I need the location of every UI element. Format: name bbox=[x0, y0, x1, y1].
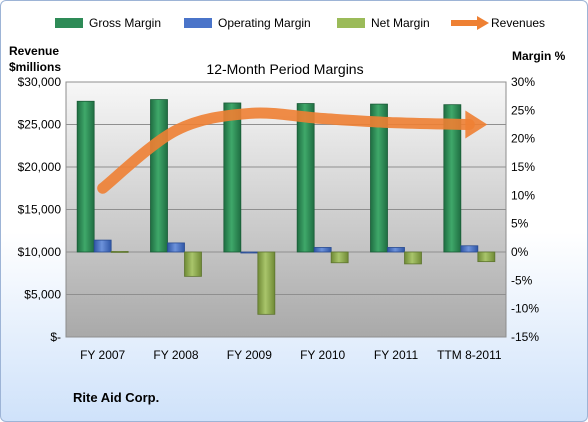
right-tick-label: 10% bbox=[511, 188, 535, 202]
legend-swatch-net-margin bbox=[337, 18, 365, 28]
bar-net-margin bbox=[404, 251, 422, 265]
category-label: FY 2010 bbox=[300, 348, 345, 362]
revenue-arrowhead bbox=[465, 110, 488, 139]
right-tick-label: 5% bbox=[511, 217, 529, 231]
legend-label-revenues: Revenues bbox=[491, 16, 545, 30]
bar-operating-margin bbox=[93, 239, 112, 253]
legend-item-gross-margin: Gross Margin bbox=[55, 16, 161, 30]
bar-gross-margin bbox=[443, 104, 462, 253]
bar-gross-margin bbox=[150, 99, 168, 253]
legend-swatch-operating-margin bbox=[184, 18, 212, 28]
revenue-line bbox=[97, 107, 488, 194]
left-axis-label-line1: Revenue bbox=[9, 44, 59, 58]
legend-label-net-margin: Net Margin bbox=[371, 16, 430, 30]
bar-net-margin bbox=[330, 251, 349, 264]
bar-net-margin bbox=[257, 251, 276, 315]
right-tick-label: 30% bbox=[511, 75, 535, 89]
left-tick-label: $25,000 bbox=[18, 118, 62, 132]
chart-title: 12-Month Period Margins bbox=[206, 61, 363, 77]
category-label: FY 2011 bbox=[374, 348, 419, 362]
bar-net-margin bbox=[184, 251, 202, 277]
company-name: Rite Aid Corp. bbox=[73, 390, 159, 405]
right-tick-label: -10% bbox=[511, 302, 539, 316]
left-tick-label: $10,000 bbox=[18, 245, 62, 259]
right-axis-label: Margin % bbox=[512, 49, 566, 63]
bar-net-margin bbox=[110, 251, 129, 253]
right-tick-label: -15% bbox=[511, 330, 539, 344]
category-label: FY 2007 bbox=[80, 348, 125, 362]
category-label: FY 2009 bbox=[227, 348, 272, 362]
bar-net-margin bbox=[477, 251, 496, 263]
right-tick-label: -5% bbox=[511, 273, 533, 287]
left-tick-label: $15,000 bbox=[18, 203, 62, 217]
left-tick-label: $20,000 bbox=[18, 160, 62, 174]
left-tick-label: $5,000 bbox=[24, 288, 61, 302]
legend-arrowhead bbox=[477, 16, 489, 30]
bar-operating-margin bbox=[460, 245, 479, 253]
legend-item-net-margin: Net Margin bbox=[337, 16, 430, 30]
right-tick-label: 20% bbox=[511, 132, 535, 146]
bars bbox=[76, 99, 496, 315]
bar-gross-margin bbox=[296, 103, 315, 253]
bar-gross-margin bbox=[76, 100, 95, 253]
legend-item-revenues: Revenues bbox=[451, 16, 545, 30]
legend-item-operating-margin: Operating Margin bbox=[184, 16, 311, 30]
bar-operating-margin bbox=[167, 242, 185, 253]
category-label: TTM 8-2011 bbox=[437, 348, 502, 362]
revenue-series-line bbox=[97, 107, 475, 194]
category-label: FY 2008 bbox=[153, 348, 198, 362]
legend-label-gross-margin: Gross Margin bbox=[89, 16, 161, 30]
bar-operating-margin bbox=[240, 251, 259, 254]
left-axis-label-line2: $millions bbox=[9, 60, 61, 74]
bar-operating-margin bbox=[387, 247, 405, 253]
left-tick-label: $30,000 bbox=[18, 75, 62, 89]
right-tick-label: 0% bbox=[511, 245, 529, 259]
right-axis-ticks: -15% -10% -5% 0% 5% 10% 15% 20% 25% 30% bbox=[511, 75, 539, 344]
bar-operating-margin bbox=[313, 247, 332, 253]
bar-gross-margin bbox=[223, 102, 242, 253]
legend-label-operating-margin: Operating Margin bbox=[218, 16, 311, 30]
left-tick-label: $- bbox=[50, 330, 61, 344]
legend: Gross Margin Operating Margin Net Margin… bbox=[55, 16, 545, 30]
category-labels: FY 2007 FY 2008 FY 2009 FY 2010 FY 2011 TTM 8… bbox=[80, 348, 502, 362]
right-tick-label: 25% bbox=[511, 103, 535, 117]
bar-gross-margin bbox=[370, 103, 388, 253]
legend-swatch-gross-margin bbox=[55, 18, 83, 28]
left-axis-ticks: $- $5,000 $10,000 $15,000 $20,000 $25,000 $30,… bbox=[18, 75, 62, 344]
right-tick-label: 15% bbox=[511, 160, 535, 174]
